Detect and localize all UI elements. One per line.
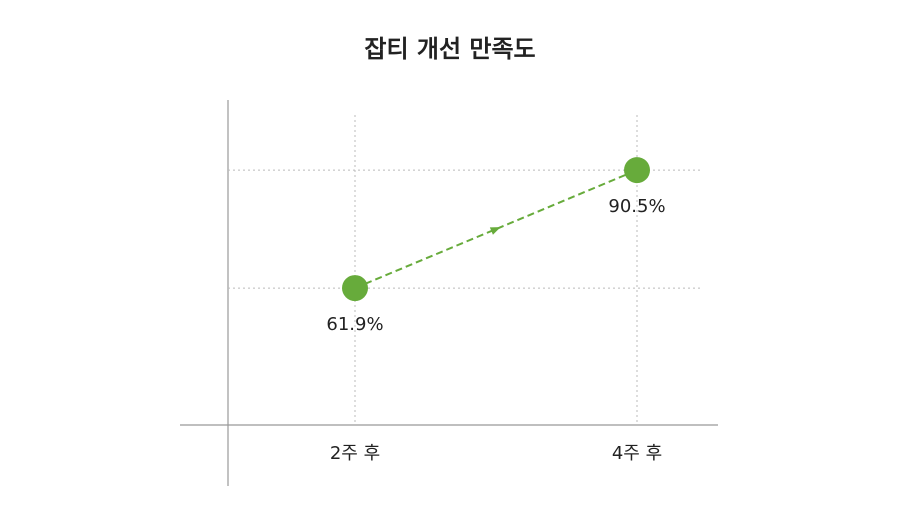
chart-title: 잡티 개선 만족도 [364,35,535,63]
x-tick-label: 4주 후 [612,443,662,464]
value-label: 90.5% [608,196,665,217]
point [342,275,368,302]
point [624,157,650,184]
x-tick-label: 2주 후 [330,443,380,464]
value-label: 61.9% [326,314,383,335]
series-line [354,169,638,289]
direction-arrow [489,227,501,235]
